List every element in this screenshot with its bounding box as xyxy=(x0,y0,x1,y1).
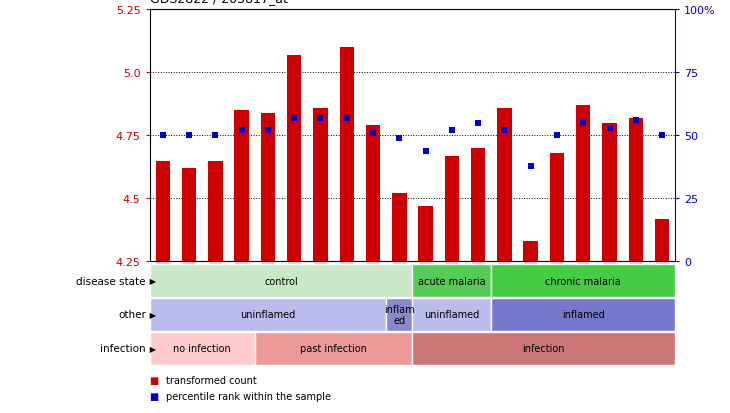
Bar xyxy=(313,109,328,262)
Text: control: control xyxy=(264,276,298,286)
Bar xyxy=(392,194,407,262)
Text: past infection: past infection xyxy=(300,344,367,354)
Bar xyxy=(491,265,675,297)
Text: inflamed: inflamed xyxy=(562,310,604,320)
Bar xyxy=(629,119,643,262)
Text: percentile rank within the sample: percentile rank within the sample xyxy=(166,392,331,401)
Bar xyxy=(418,206,433,262)
Bar xyxy=(208,161,223,262)
Text: disease state: disease state xyxy=(77,276,146,286)
Text: no infection: no infection xyxy=(173,344,231,354)
Text: ▶: ▶ xyxy=(147,310,156,319)
Text: inflam
ed: inflam ed xyxy=(384,304,415,325)
Text: ■: ■ xyxy=(150,375,162,385)
Bar xyxy=(339,48,354,262)
Bar xyxy=(655,219,669,262)
Text: other: other xyxy=(118,310,146,320)
Text: acute malaria: acute malaria xyxy=(418,276,485,286)
Bar xyxy=(491,299,675,331)
Bar xyxy=(445,156,459,262)
Bar xyxy=(576,106,591,262)
Bar xyxy=(386,299,412,331)
Bar xyxy=(150,332,255,365)
Bar xyxy=(471,149,485,262)
Bar xyxy=(182,169,196,262)
Bar xyxy=(550,154,564,262)
Bar xyxy=(366,126,380,262)
Bar xyxy=(155,161,170,262)
Bar xyxy=(602,123,617,262)
Text: chronic malaria: chronic malaria xyxy=(545,276,621,286)
Bar xyxy=(150,265,412,297)
Text: ▶: ▶ xyxy=(147,344,156,353)
Bar xyxy=(261,114,275,262)
Text: ▶: ▶ xyxy=(147,276,156,285)
Text: infection: infection xyxy=(523,344,565,354)
Bar xyxy=(287,56,301,262)
Bar xyxy=(412,265,491,297)
Bar xyxy=(412,332,675,365)
Text: transformed count: transformed count xyxy=(166,375,256,385)
Text: GDS2822 / 205817_at: GDS2822 / 205817_at xyxy=(150,0,288,5)
Text: uninflamed: uninflamed xyxy=(240,310,296,320)
Bar xyxy=(255,332,412,365)
Bar xyxy=(150,299,386,331)
Bar xyxy=(497,109,512,262)
Text: ■: ■ xyxy=(150,392,162,401)
Bar xyxy=(234,111,249,262)
Text: uninflamed: uninflamed xyxy=(424,310,480,320)
Bar xyxy=(412,299,491,331)
Text: infection: infection xyxy=(101,344,146,354)
Bar xyxy=(523,242,538,262)
